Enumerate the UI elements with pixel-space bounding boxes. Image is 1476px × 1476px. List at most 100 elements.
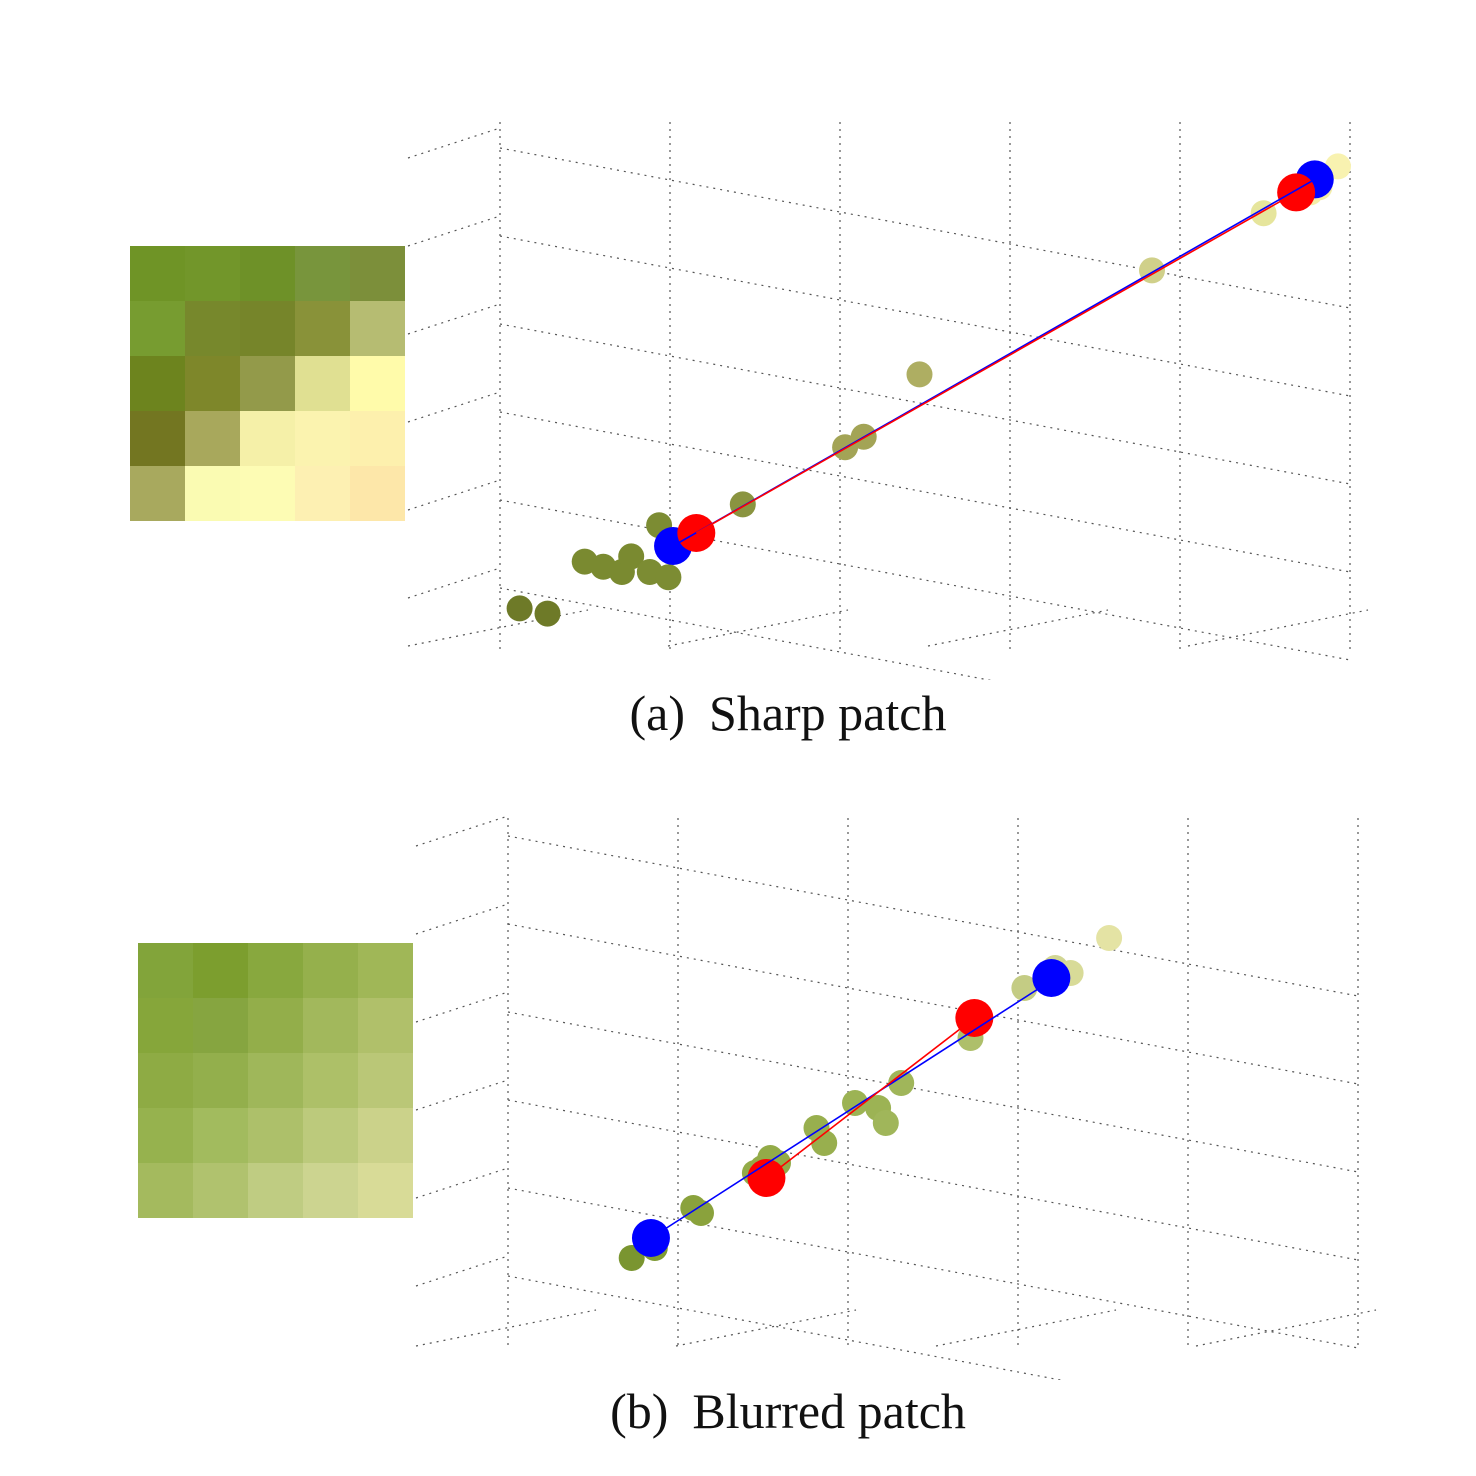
patch-pixel: [358, 998, 413, 1053]
data-point: [534, 600, 561, 627]
patch-pixel: [303, 1053, 358, 1108]
patch-pixel: [130, 246, 185, 301]
patch-pixel: [130, 466, 185, 521]
patch-pixel: [240, 356, 295, 411]
patch-pixel: [303, 943, 358, 998]
data-point: [729, 491, 756, 518]
patch-pixel: [130, 301, 185, 356]
patch-pixel: [185, 301, 240, 356]
grid-line: [675, 1309, 857, 1347]
data-point: [842, 1090, 868, 1116]
patch-pixel: [295, 356, 350, 411]
fit-lines: [650, 972, 1064, 1239]
patch-pixel: [295, 466, 350, 521]
data-points: [506, 153, 1351, 627]
patch-pixel: [138, 1108, 193, 1163]
patch-pixel: [130, 411, 185, 466]
grid-line: [415, 1167, 509, 1199]
caption-sharp: (a) Sharp patch: [50, 684, 1476, 742]
patch-pixel: [138, 943, 193, 998]
grid-line: [415, 1255, 509, 1287]
patch-pixel: [303, 998, 358, 1053]
patch-pixel: [240, 301, 295, 356]
patch-pixel: [193, 1108, 248, 1163]
data-point: [872, 1110, 899, 1136]
patch-pixel: [295, 301, 350, 356]
caption-text: Blurred patch: [692, 1383, 966, 1439]
patch-pixel: [248, 1163, 303, 1218]
data-point: [888, 1070, 915, 1096]
grid-line: [927, 609, 1109, 647]
grid-lines: [407, 122, 1369, 680]
grid-line: [507, 1011, 1359, 1173]
grid-line: [407, 127, 501, 159]
patch-pixel: [185, 246, 240, 301]
grid-line: [407, 391, 501, 423]
data-point: [1096, 925, 1123, 951]
patch-pixel: [185, 356, 240, 411]
grid-line: [499, 147, 1351, 309]
patch-pixel: [350, 466, 405, 521]
grid-line: [507, 1275, 1064, 1380]
grid-lines: [415, 815, 1377, 1380]
data-point: [618, 543, 645, 570]
panel-sharp: (a) Sharp patch: [50, 122, 1476, 742]
patch-pixel: [358, 943, 413, 998]
patch-pixel: [248, 1108, 303, 1163]
patch-pixel: [138, 1163, 193, 1218]
grid-line: [407, 609, 589, 647]
patch-pixel: [240, 246, 295, 301]
patch-pixel: [350, 411, 405, 466]
patch-pixel: [248, 998, 303, 1053]
data-point: [506, 595, 533, 622]
data-point: [688, 1200, 714, 1226]
patch-pixel: [358, 1053, 413, 1108]
patch-pixel: [240, 411, 295, 466]
grid-line: [407, 215, 501, 247]
grid-line: [667, 609, 849, 647]
data-point: [811, 1130, 838, 1156]
patch-pixel: [295, 411, 350, 466]
patch-pixel: [358, 1163, 413, 1218]
grid-line: [415, 991, 509, 1023]
patch-pixel: [193, 1163, 248, 1218]
patch-pixel: [350, 246, 405, 301]
grid-line: [415, 1309, 597, 1347]
patch-pixel: [248, 943, 303, 998]
caption-label: (a): [629, 685, 686, 741]
patch-pixel: [240, 466, 295, 521]
caption-blurred: (b) Blurred patch: [50, 1382, 1476, 1440]
grid-line: [1195, 1309, 1377, 1347]
patch-pixel: [303, 1163, 358, 1218]
patch-pixel: [185, 411, 240, 466]
image-patch-blurred: [138, 943, 413, 1218]
patch-pixel: [185, 466, 240, 521]
data-point: [906, 361, 933, 388]
grid-line: [507, 923, 1359, 1085]
grid-line: [407, 479, 501, 511]
patch-pixel: [138, 1053, 193, 1108]
patch-pixel: [358, 1108, 413, 1163]
fit-lines: [672, 178, 1316, 547]
panel-blurred: (b) Blurred patch: [0, 760, 1476, 1476]
patch-pixel: [295, 246, 350, 301]
grid-line: [415, 1079, 509, 1111]
caption-label: (b): [610, 1383, 669, 1439]
grid-line: [415, 815, 509, 847]
patch-pixel: [350, 356, 405, 411]
grid-line: [1187, 609, 1369, 647]
scatter-plot-blurred: [415, 815, 1377, 1380]
fit-line-blue: [650, 972, 1064, 1239]
grid-line: [507, 835, 1359, 997]
grid-line: [407, 567, 501, 599]
patch-pixel: [303, 1108, 358, 1163]
grid-line: [499, 587, 992, 680]
caption-text: Sharp patch: [709, 685, 947, 741]
patch-pixel: [248, 1053, 303, 1108]
grid-line: [407, 303, 501, 335]
patch-pixel: [350, 301, 405, 356]
grid-line: [415, 903, 509, 935]
image-patch-sharp: [130, 246, 405, 521]
patch-pixel: [193, 1053, 248, 1108]
scatter-plot-sharp: [407, 122, 1369, 680]
